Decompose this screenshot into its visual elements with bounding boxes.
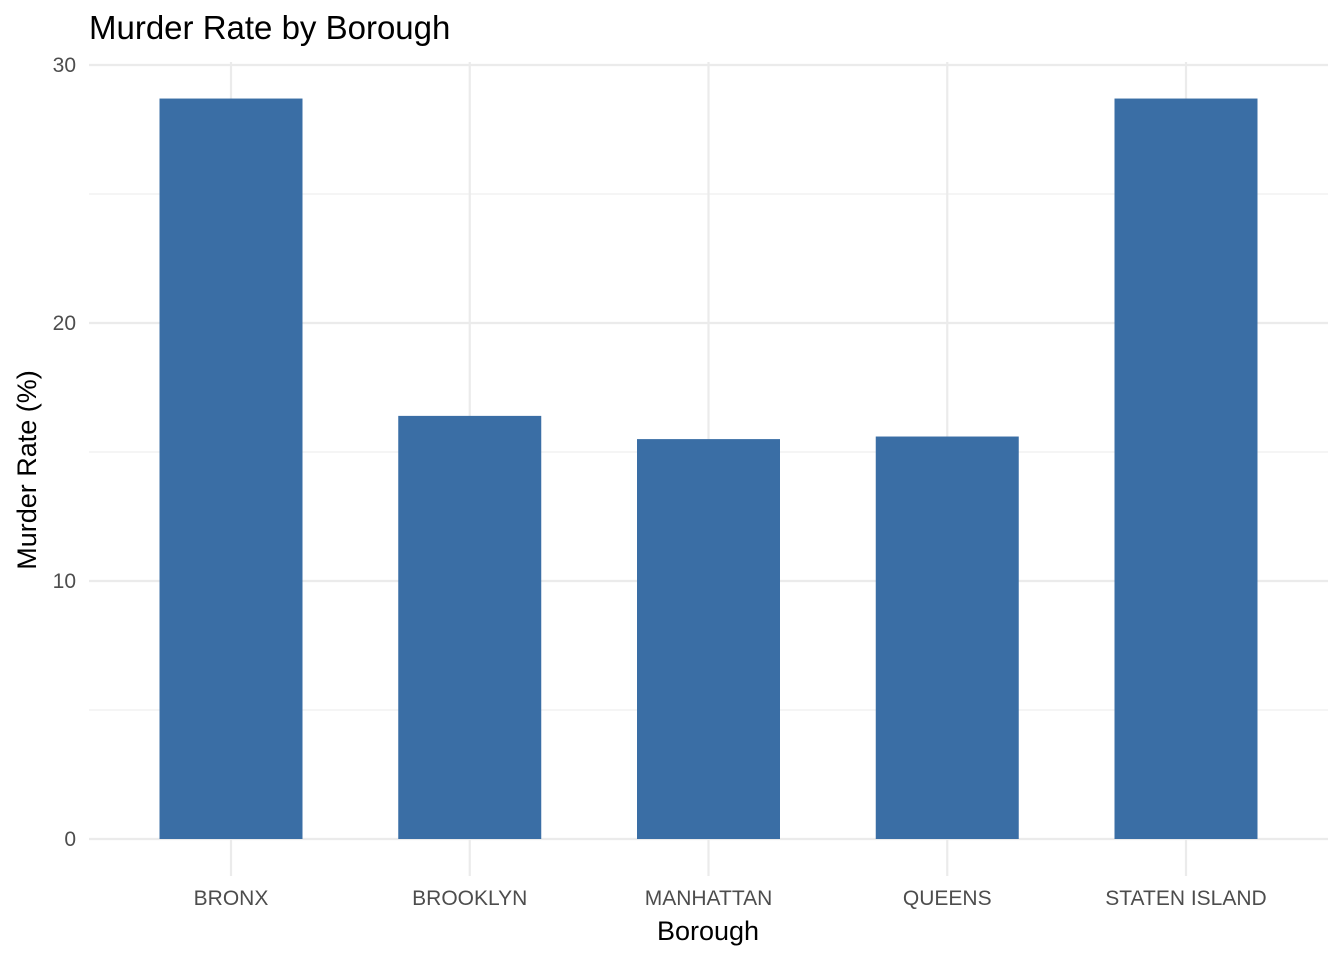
bar <box>637 439 780 839</box>
x-axis-title: Borough <box>657 916 759 946</box>
chart-title: Murder Rate by Borough <box>89 9 450 46</box>
x-tick-label: BRONX <box>194 887 269 910</box>
y-tick-label: 30 <box>53 54 76 77</box>
bar <box>1114 98 1258 840</box>
y-tick-label: 10 <box>53 570 76 593</box>
x-tick-label: BROOKLYN <box>412 887 527 910</box>
x-tick-label: STATEN ISLAND <box>1105 887 1266 910</box>
bar <box>875 436 1019 839</box>
y-axis-ticks: 0 10 20 30 <box>53 54 76 851</box>
bar <box>159 98 303 840</box>
y-tick-label: 20 <box>53 312 76 335</box>
y-axis-title: Murder Rate (%) <box>12 370 42 570</box>
bar <box>398 415 542 839</box>
x-axis-ticks: BRONX BROOKLYN MANHATTAN QUEENS STATEN ISLAN… <box>194 887 1267 910</box>
x-tick-label: QUEENS <box>903 887 992 910</box>
x-tick-label: MANHATTAN <box>645 887 773 910</box>
bars <box>159 98 1258 840</box>
y-tick-label: 0 <box>64 828 76 851</box>
